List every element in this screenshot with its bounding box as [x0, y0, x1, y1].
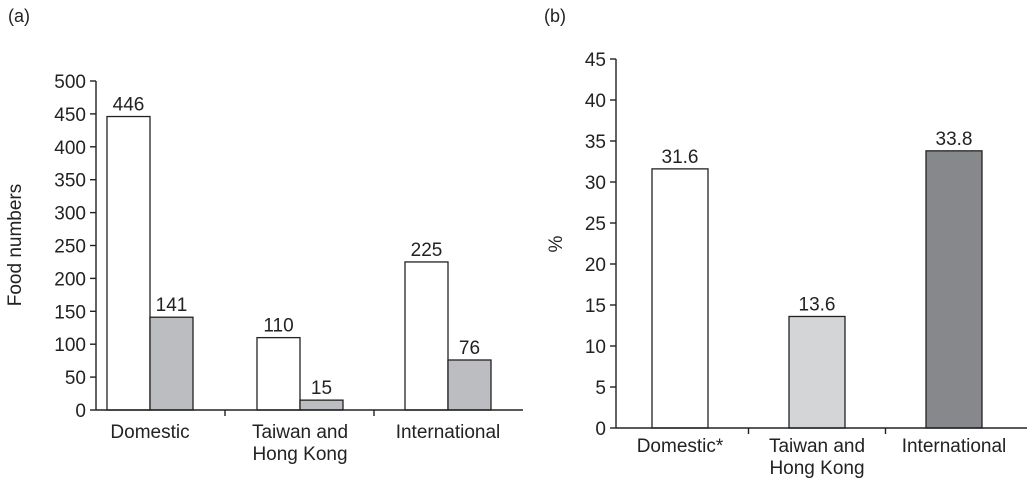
y-tick-label: 50	[65, 368, 86, 389]
x-tick-label: Taiwan and	[769, 436, 865, 457]
x-tick-label: International	[902, 436, 1007, 457]
data-label: 446	[113, 95, 145, 116]
y-axis-label: %	[546, 235, 567, 252]
bar	[299, 399, 344, 411]
y-tick-label: 45	[585, 50, 606, 71]
bar	[447, 359, 492, 411]
bar	[651, 168, 709, 429]
data-label: 110	[263, 316, 293, 337]
y-tick-label: 15	[585, 296, 606, 317]
data-label: 225	[411, 240, 443, 261]
y-tick-label: 35	[585, 132, 606, 153]
bar	[149, 316, 194, 411]
y-tick-label: 0	[595, 419, 606, 440]
y-tick-label: 30	[585, 173, 606, 194]
y-tick-label: 350	[54, 171, 86, 192]
y-tick-label: 500	[54, 72, 86, 93]
data-label: 141	[156, 295, 188, 316]
y-tick-label: 250	[54, 237, 86, 258]
y-tick-label: 10	[585, 337, 606, 358]
data-label: 13.6	[799, 294, 836, 315]
y-tick-label: 5	[595, 378, 606, 399]
x-tick-label: Taiwan and	[252, 422, 348, 443]
y-tick-label: 200	[54, 269, 86, 290]
y-tick-label: 25	[585, 214, 606, 235]
y-axis-label: Food numbers	[5, 184, 26, 307]
bar	[404, 261, 449, 411]
x-tick-label: Hong Kong	[769, 458, 864, 479]
y-tick-label: 300	[54, 204, 86, 225]
bar	[788, 315, 846, 429]
bar	[925, 150, 983, 429]
x-tick-label: Domestic	[110, 422, 189, 443]
x-tick-label: Hong Kong	[252, 444, 347, 465]
x-tick-label: Domestic*	[637, 436, 724, 457]
y-tick-label: 40	[585, 91, 606, 112]
x-tick-label: International	[396, 422, 501, 443]
y-tick-label: 150	[54, 302, 86, 323]
data-label: 31.6	[662, 147, 699, 168]
y-tick-label: 20	[585, 255, 606, 276]
data-label: 33.8	[936, 129, 973, 150]
y-tick-label: 400	[54, 138, 86, 159]
bar	[256, 336, 301, 411]
panel-label: (b)	[544, 6, 566, 26]
data-label: 15	[311, 378, 332, 399]
y-tick-label: 450	[54, 105, 86, 126]
y-tick-label: 100	[54, 335, 86, 356]
y-tick-label: 0	[75, 401, 86, 422]
data-label: 76	[459, 338, 480, 359]
panel-label: (a)	[8, 6, 30, 26]
bar	[106, 115, 151, 411]
